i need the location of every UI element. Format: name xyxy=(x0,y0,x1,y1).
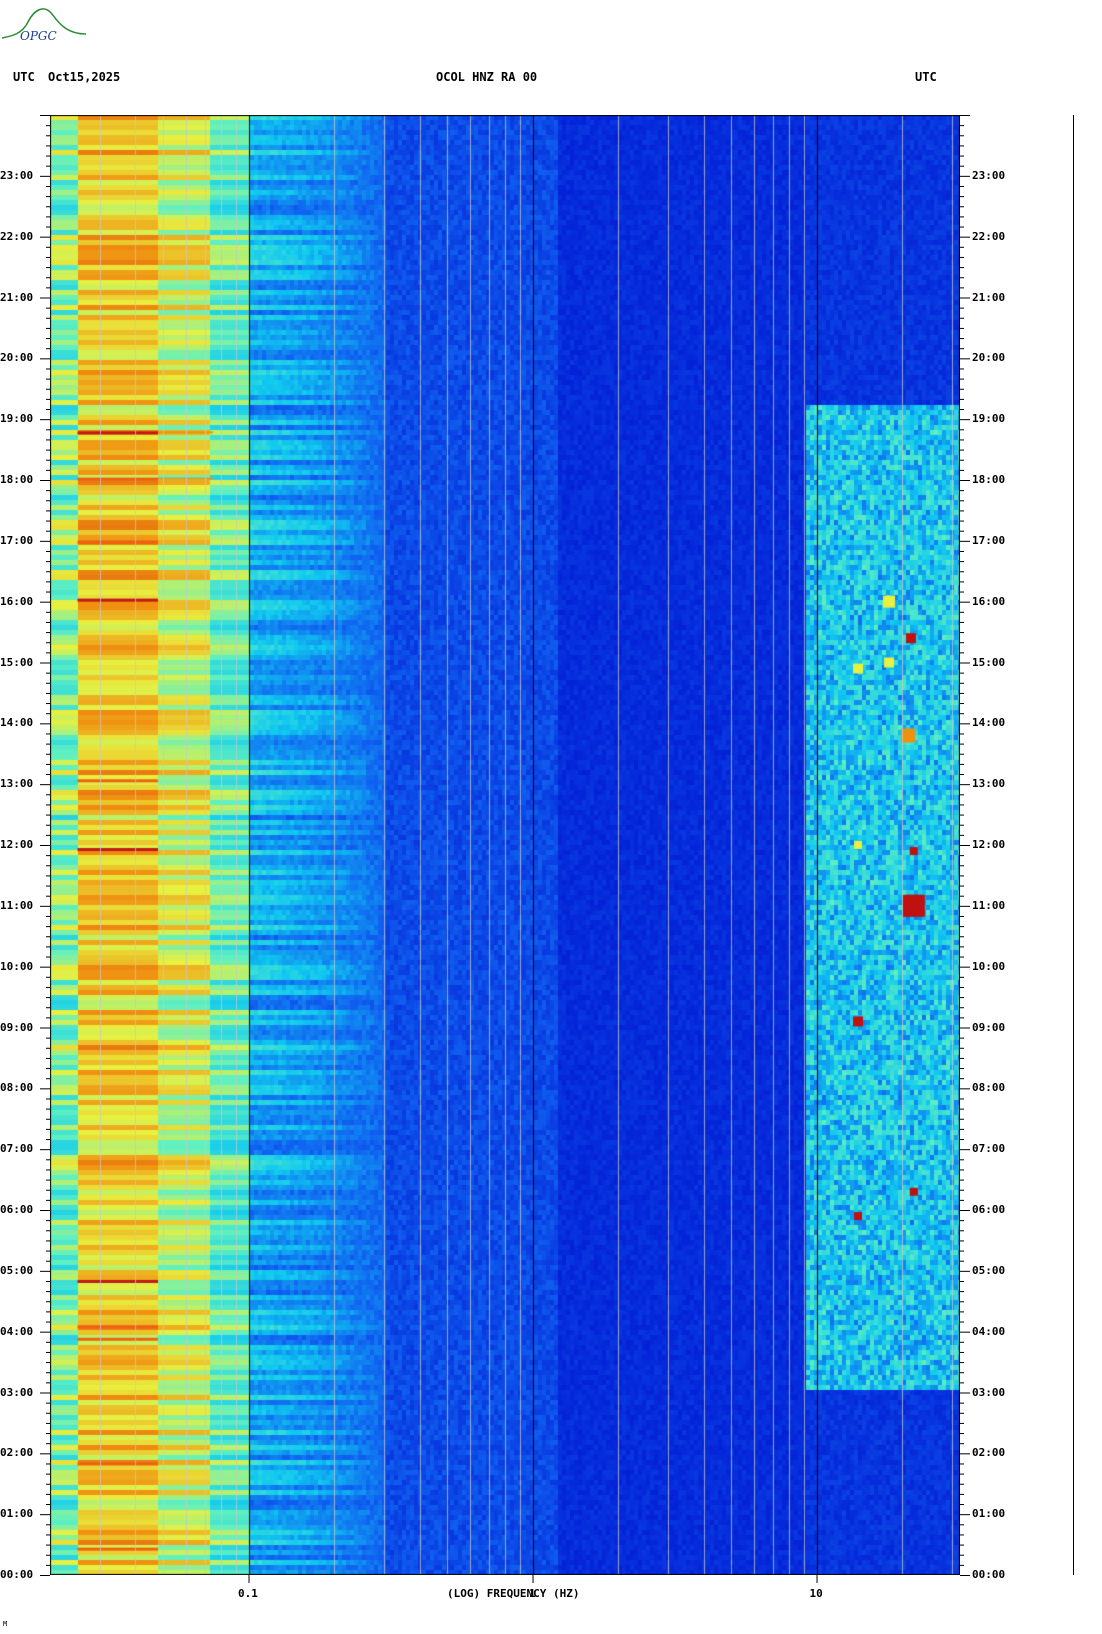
y-tick-label-left: 02:00 xyxy=(0,1446,34,1460)
y-tick-label-right: 18:00 xyxy=(972,473,1006,486)
y-tick-label-left: 16:00 xyxy=(0,594,34,608)
y-tick-label-left: 08:00 xyxy=(0,1081,34,1095)
y-tick-label-right: 13:00 xyxy=(972,777,1006,791)
opgc-logo: OPGC xyxy=(1,8,87,43)
y-tick-label-right: 17:00 xyxy=(972,533,1006,547)
y-tick-label-left: 20:00 xyxy=(0,351,34,365)
y-tick-label-right: 07:00 xyxy=(972,1142,1006,1156)
y-tick-label-left: 22:00 xyxy=(0,229,34,243)
header-station: OCOL HNZ RA 00 xyxy=(436,70,538,84)
y-tick-label-right: 23:00 xyxy=(972,168,1006,182)
y-tick-label-left: 12:00 xyxy=(0,838,34,851)
y-tick-label-left: 01:00 xyxy=(0,1507,34,1521)
logo-mountain-icon xyxy=(1,8,87,39)
y-tick-label-right: 22:00 xyxy=(972,229,1006,243)
y-tick-label-right: 12:00 xyxy=(972,838,1006,851)
y-tick-label-left: 05:00 xyxy=(0,1263,34,1277)
y-tick-label-right: 00:00 xyxy=(972,1568,1006,1581)
y-tick-label-right: 04:00 xyxy=(972,1324,1006,1338)
x-tick-label: 1 xyxy=(529,1587,536,1600)
logo-text: OPGC xyxy=(20,29,57,43)
y-tick-label-right: 14:00 xyxy=(972,716,1006,730)
y-tick-label-left: 06:00 xyxy=(0,1203,34,1216)
y-tick-label-right: 20:00 xyxy=(972,351,1006,365)
x-tick-label: 10 xyxy=(809,1587,823,1600)
y-tick-label-left: 13:00 xyxy=(0,777,34,791)
y-tick-label-left: 18:00 xyxy=(0,473,34,486)
y-tick-label-left: 23:00 xyxy=(0,168,34,182)
y-tick-label-right: 01:00 xyxy=(972,1507,1006,1521)
y-tick-label-left: 10:00 xyxy=(0,959,34,973)
spectrogram-plot xyxy=(50,115,960,1575)
y-tick-label-right: 19:00 xyxy=(972,412,1006,426)
y-tick-label-right: 08:00 xyxy=(972,1081,1006,1095)
y-tick-label-right: 09:00 xyxy=(972,1020,1006,1034)
y-tick-label-left: 09:00 xyxy=(0,1020,34,1034)
y-tick-label-right: 21:00 xyxy=(972,290,1006,304)
y-tick-label-right: 05:00 xyxy=(972,1263,1006,1277)
y-tick-label-left: 03:00 xyxy=(0,1385,34,1399)
y-tick-label-right: 15:00 xyxy=(972,655,1006,669)
y-tick-label-left: 00:00 xyxy=(0,1568,34,1581)
x-axis-title: (LOG) FREQUENCY (HZ) xyxy=(447,1587,580,1600)
header-date: Oct15,2025 xyxy=(48,70,121,84)
y-tick-label-right: 02:00 xyxy=(972,1446,1006,1460)
y-tick-label-right: 03:00 xyxy=(972,1385,1006,1399)
y-tick-label-right: 10:00 xyxy=(972,959,1006,973)
footer-mark: M xyxy=(3,1620,8,1628)
y-tick-label-left: 21:00 xyxy=(0,290,34,304)
y-tick-label-left: 04:00 xyxy=(0,1324,34,1338)
y-tick-label-left: 17:00 xyxy=(0,533,34,547)
y-tick-label-left: 14:00 xyxy=(0,716,34,730)
y-tick-label-right: 16:00 xyxy=(972,594,1006,608)
y-tick-label-left: 19:00 xyxy=(0,412,34,426)
header-left-utc: UTC xyxy=(13,70,35,84)
x-tick-label: 0.1 xyxy=(238,1587,258,1600)
y-tick-label-left: 11:00 xyxy=(0,898,34,912)
header-right-utc: UTC xyxy=(915,70,937,84)
y-tick-label-right: 06:00 xyxy=(972,1203,1006,1216)
y-tick-label-left: 15:00 xyxy=(0,655,34,669)
y-tick-label-left: 07:00 xyxy=(0,1142,34,1156)
right-scale-bar xyxy=(1073,115,1074,1575)
y-tick-label-right: 11:00 xyxy=(972,898,1006,912)
